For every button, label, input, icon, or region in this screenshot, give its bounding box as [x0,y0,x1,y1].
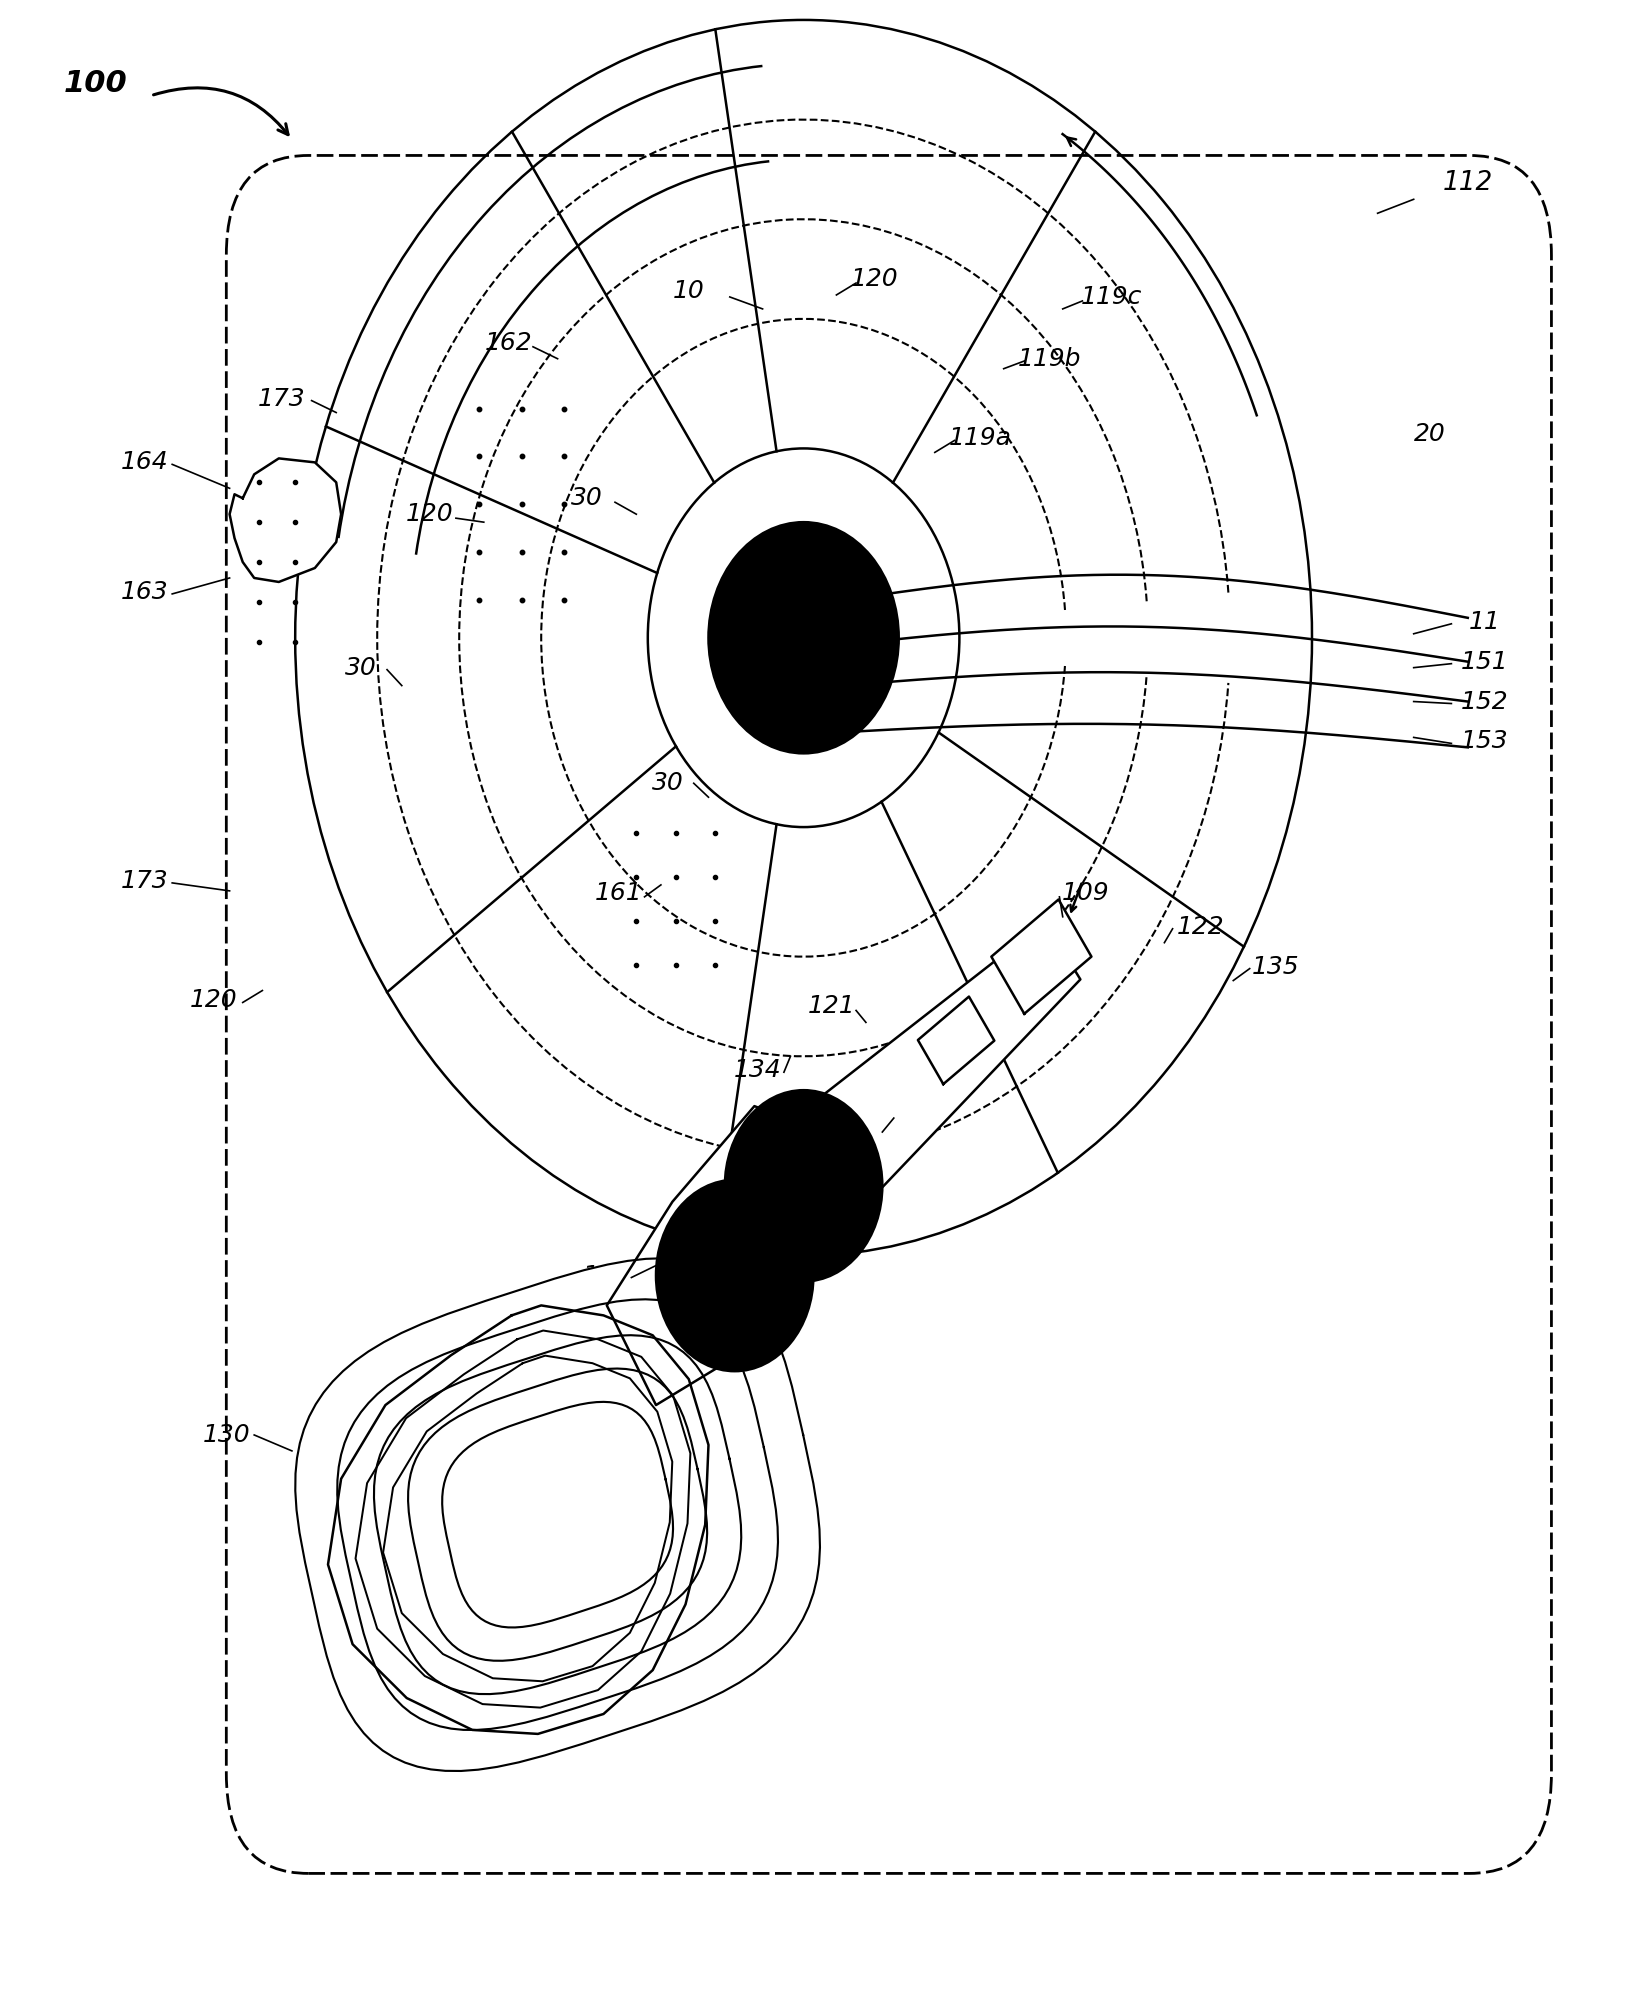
Polygon shape [408,1369,706,1660]
Polygon shape [990,899,1092,1014]
Text: 130: 130 [202,1423,251,1447]
Text: 119a: 119a [949,427,1011,450]
Circle shape [708,522,898,753]
Polygon shape [338,1299,777,1730]
Text: 120: 120 [849,267,898,291]
Text: 10: 10 [672,279,705,303]
Text: 119b: 119b [1018,347,1080,371]
Text: 163: 163 [120,580,169,604]
Text: 121: 121 [806,995,856,1018]
FancyBboxPatch shape [226,155,1550,1873]
Text: 164: 164 [120,450,169,474]
Polygon shape [606,1106,833,1405]
Text: 112: 112 [1442,169,1491,197]
Circle shape [724,1090,882,1281]
Text: 30: 30 [344,656,377,680]
Text: 153: 153 [1459,729,1508,753]
Polygon shape [443,1401,672,1628]
Text: 132: 132 [582,1264,631,1287]
Text: 11: 11 [1467,610,1500,634]
Text: 173: 173 [120,869,169,893]
Text: 162: 162 [484,331,533,355]
Text: 20: 20 [1413,423,1446,446]
Text: 100: 100 [64,70,126,98]
Polygon shape [772,923,1080,1238]
Polygon shape [918,996,993,1084]
Text: 124: 124 [893,1104,942,1128]
Text: 151: 151 [1459,650,1508,674]
Text: 120: 120 [188,989,238,1012]
Polygon shape [229,458,341,582]
Circle shape [656,1180,813,1371]
Text: 120: 120 [405,502,454,526]
Text: 30: 30 [570,486,603,510]
Text: 152: 152 [1459,690,1508,713]
Text: 173: 173 [257,387,306,411]
Text: 119c: 119c [1080,285,1142,309]
Text: 13: 13 [795,706,828,729]
Text: 109: 109 [1060,881,1110,905]
Text: 135: 135 [1251,955,1300,979]
Text: 122: 122 [1175,915,1224,939]
Text: 134: 134 [733,1058,782,1082]
Polygon shape [328,1305,708,1734]
Polygon shape [295,1258,820,1772]
Text: 30: 30 [651,771,683,795]
Text: 161: 161 [593,881,642,905]
Polygon shape [374,1335,741,1694]
